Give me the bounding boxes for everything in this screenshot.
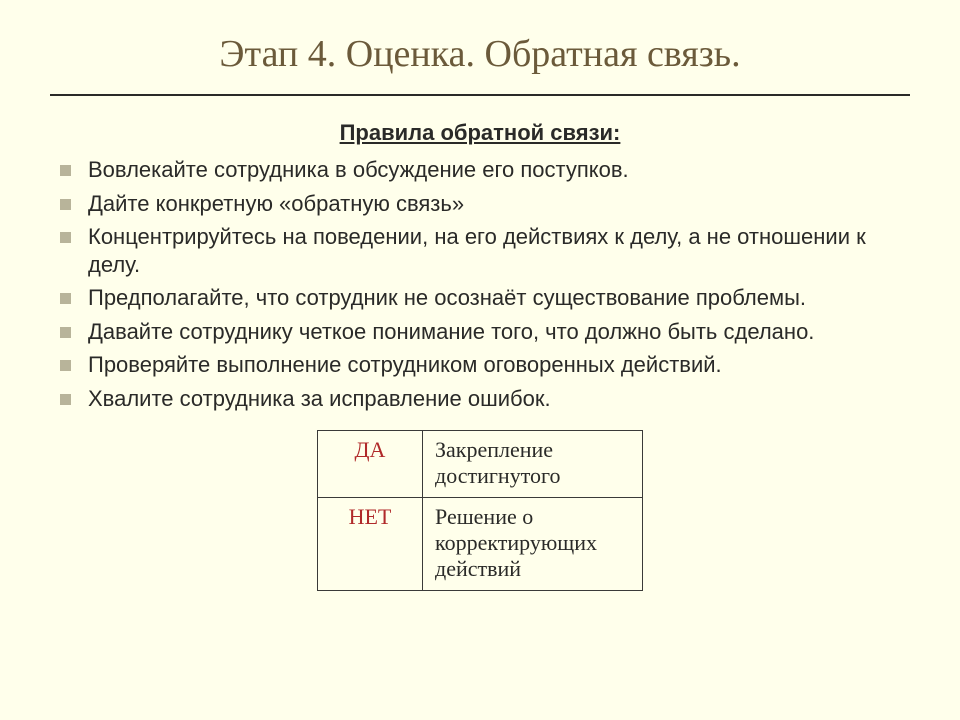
title-underline — [50, 94, 910, 96]
list-item: Хвалите сотрудника за исправление ошибок… — [60, 385, 910, 413]
table-cell-val: Закрепление достигнутого — [423, 431, 643, 498]
table-cell-key: ДА — [318, 431, 423, 498]
table-cell-key: НЕТ — [318, 498, 423, 591]
yes-no-table: ДА Закрепление достигнутого НЕТ Решение … — [317, 430, 643, 591]
rules-list: Вовлекайте сотрудника в обсуждение его п… — [50, 156, 910, 412]
yes-no-table-wrap: ДА Закрепление достигнутого НЕТ Решение … — [50, 430, 910, 591]
list-item: Давайте сотруднику четкое понимание того… — [60, 318, 910, 346]
slide-title: Этап 4. Оценка. Обратная связь. — [50, 32, 910, 76]
table-row: ДА Закрепление достигнутого — [318, 431, 643, 498]
list-item: Предполагайте, что сотрудник не осознаёт… — [60, 284, 910, 312]
list-item: Концентрируйтесь на поведении, на его де… — [60, 223, 910, 278]
list-item: Дайте конкретную «обратную связь» — [60, 190, 910, 218]
table-cell-val: Решение о корректирующих действий — [423, 498, 643, 591]
rules-subtitle: Правила обратной связи: — [50, 120, 910, 146]
list-item: Вовлекайте сотрудника в обсуждение его п… — [60, 156, 910, 184]
table-row: НЕТ Решение о корректирующих действий — [318, 498, 643, 591]
list-item: Проверяйте выполнение сотрудником оговор… — [60, 351, 910, 379]
